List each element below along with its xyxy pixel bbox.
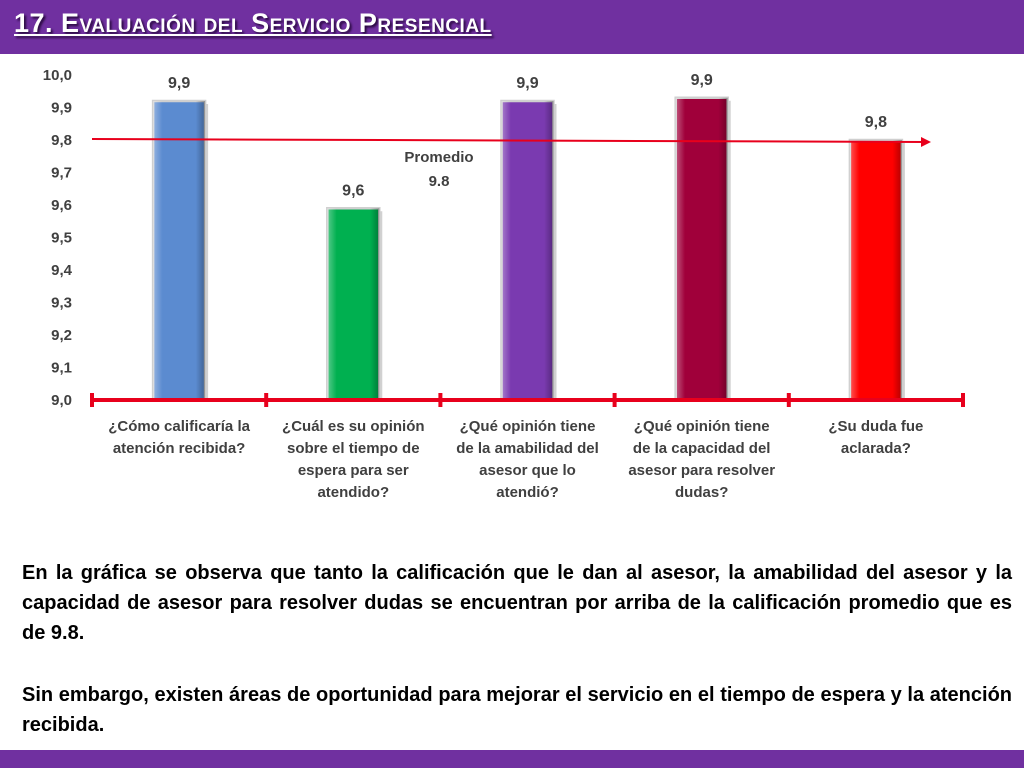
y-tick-label: 9,1 — [51, 360, 72, 377]
y-tick-label: 9,9 — [51, 100, 72, 117]
average-line — [91, 136, 931, 147]
category-label: ¿Cuál es su opinión sobre el tiempo de esp… — [282, 418, 425, 501]
category-label-line: aclarada? — [841, 440, 911, 457]
bar-shading — [501, 101, 554, 400]
bottom-bar — [0, 750, 1024, 768]
y-tick-label: 9,6 — [51, 197, 72, 214]
category-label-line: ¿Cómo calificaría la — [108, 418, 250, 435]
bar-shading — [153, 101, 206, 400]
data-label: 9,8 — [865, 114, 887, 131]
category-label-line: asesor que lo — [479, 462, 576, 479]
bar-chart: 9,0 9,1 9,2 9,3 9,4 9,5 9,6 9,7 9,8 9,9 10,0 9,9 9,6… — [43, 67, 965, 501]
bar-shading — [849, 140, 902, 400]
y-tick-label: 9,0 — [51, 392, 72, 409]
category-label-line: de la amabilidad del — [456, 440, 599, 457]
category-label-line: espera para ser — [298, 462, 409, 479]
category-label-line: asesor para resolver — [628, 462, 775, 479]
category-label-line: sobre el tiempo de — [287, 440, 420, 457]
y-tick-label: 9,2 — [51, 327, 72, 344]
y-tick-label: 9,5 — [51, 230, 72, 247]
data-label: 9,9 — [691, 72, 713, 89]
y-tick-label: 10,0 — [43, 67, 72, 84]
summary-paragraph: En la gráfica se observa que tanto la ca… — [22, 562, 1012, 644]
data-label: 9,9 — [516, 75, 538, 92]
title-bar: 17. Evaluación del Servicio Presencial — [0, 0, 1024, 54]
y-tick-label: 9,4 — [51, 262, 73, 279]
category-label-line: ¿Qué opinión tiene — [634, 418, 770, 435]
y-tick-label: 9,8 — [51, 132, 72, 149]
opportunity-paragraph: Sin embargo, existen áreas de oportunida… — [22, 684, 1012, 736]
data-label: 9,6 — [342, 182, 364, 199]
average-value-label: 9.8 — [429, 173, 450, 190]
category-label: ¿Su duda fue aclarada? — [828, 418, 923, 457]
category-label-line: atendió? — [496, 484, 559, 501]
category-label: ¿Qué opinión tiene de la capacidad del ase… — [628, 418, 775, 501]
y-tick-label: 9,3 — [51, 295, 72, 312]
category-label-line: dudas? — [675, 484, 728, 501]
bar-shading — [327, 208, 380, 400]
category-label-line: ¿Cuál es su opinión — [282, 418, 425, 435]
average-label: Promedio — [404, 149, 473, 166]
category-label-line: ¿Qué opinión tiene — [460, 418, 596, 435]
category-label-line: de la capacidad del — [633, 440, 771, 457]
category-label: ¿Qué opinión tiene de la amabilidad del as… — [456, 418, 599, 501]
bar-shading — [675, 97, 728, 400]
category-label-line: atención recibida? — [113, 440, 246, 457]
category-label-line: atendido? — [317, 484, 389, 501]
page-title: 17. Evaluación del Servicio Presencial — [14, 8, 492, 38]
category-label: ¿Cómo calificaría la atención recibida? — [108, 418, 250, 457]
category-label-line: ¿Su duda fue — [828, 418, 923, 435]
y-tick-label: 9,7 — [51, 165, 72, 182]
data-label: 9,9 — [168, 75, 190, 92]
